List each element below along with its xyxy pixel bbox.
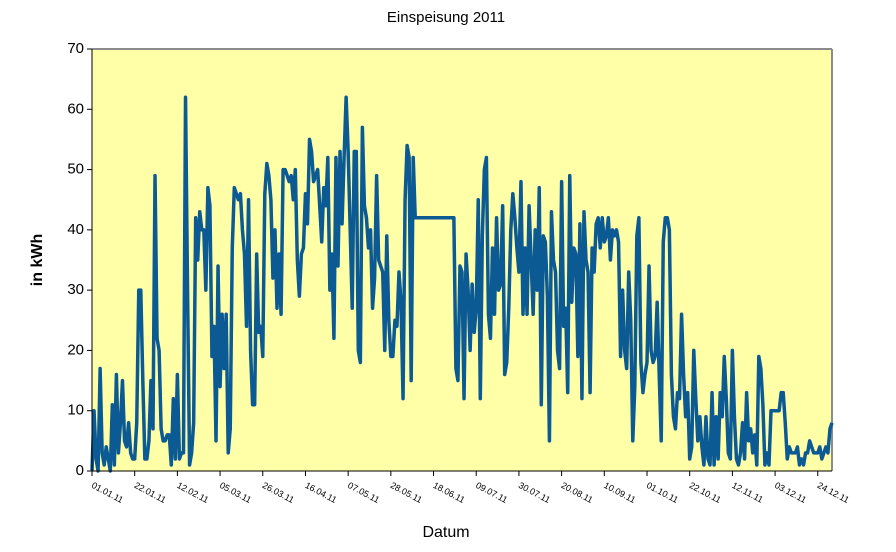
y-axis-label: in kWh <box>29 234 46 286</box>
y-tick-label: 0 <box>76 462 84 479</box>
x-axis-label: Datum <box>422 524 469 541</box>
x-tick-label: 01.10.11 <box>645 480 680 505</box>
x-tick-label: 10.09.11 <box>602 480 637 505</box>
x-tick-label: 07.05.11 <box>346 480 381 505</box>
x-tick-label: 01.01.11 <box>90 480 125 505</box>
x-tick-label: 05.03.11 <box>218 480 253 505</box>
y-tick-label: 60 <box>67 100 84 117</box>
y-tick-label: 40 <box>67 221 84 238</box>
x-tick-label: 16.04.11 <box>303 480 338 505</box>
y-tick-label: 30 <box>67 281 84 298</box>
y-tick-label: 70 <box>67 40 84 57</box>
x-tick-label: 09.07.11 <box>474 480 509 505</box>
x-tick-label: 22.01.11 <box>133 480 168 505</box>
x-tick-label: 12.11.11 <box>730 480 764 505</box>
x-tick-label: 12.02.11 <box>175 480 210 505</box>
x-tick-label: 22.10.11 <box>688 480 723 505</box>
x-tick-label: 20.08.11 <box>560 480 595 505</box>
x-tick-label: 30.07.11 <box>517 480 552 505</box>
y-tick-label: 10 <box>67 402 84 419</box>
x-tick-label: 18.06.11 <box>431 480 466 505</box>
y-tick-label: 50 <box>67 161 84 178</box>
x-tick-label: 24.12.11 <box>816 480 851 505</box>
chart-title: Einspeisung 2011 <box>387 9 505 26</box>
y-tick-label: 20 <box>67 341 84 358</box>
x-tick-label: 28.05.11 <box>389 480 424 505</box>
x-tick-label: 03.12.11 <box>773 480 808 505</box>
x-tick-label: 26.03.11 <box>261 480 296 505</box>
data-line <box>90 95 834 473</box>
